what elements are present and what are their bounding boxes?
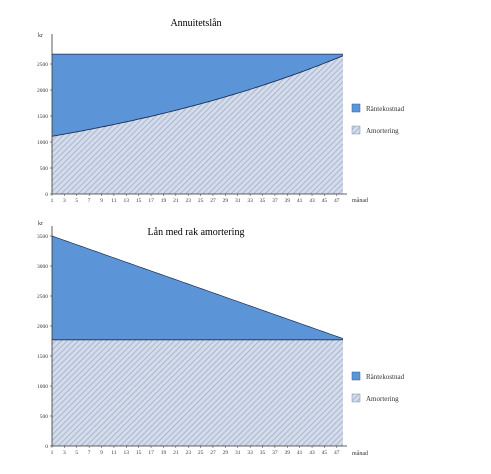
x-tick-label: 41 xyxy=(297,450,303,456)
x-tick-label: 1 xyxy=(51,450,54,456)
legend-swatch-interest xyxy=(351,103,361,113)
x-tick-label: 21 xyxy=(173,450,179,456)
x-tick-label: 1 xyxy=(51,198,54,204)
legend-swatch-amortization xyxy=(351,393,361,403)
legend-label-amortization: Amortering xyxy=(366,127,399,135)
x-tick-label: 29 xyxy=(223,198,229,204)
straight-x-axis-label: månad xyxy=(352,450,368,457)
x-tick-label: 13 xyxy=(124,198,130,204)
legend-label-interest: Räntekostnad xyxy=(366,105,405,113)
x-tick-label: 47 xyxy=(334,198,340,204)
x-tick-label: 43 xyxy=(309,198,315,204)
x-tick-label: 41 xyxy=(297,198,303,204)
y-tick-label: 2000 xyxy=(37,324,48,330)
x-tick-label: 21 xyxy=(173,198,179,204)
legend-swatch-amortization xyxy=(351,125,361,135)
annuity-y-axis-label: kr xyxy=(38,33,43,39)
total-payment-line xyxy=(51,235,344,339)
amortization-line xyxy=(51,55,344,137)
x-tick-label: 39 xyxy=(285,450,291,456)
x-tick-label: 31 xyxy=(235,198,241,204)
x-tick-label: 5 xyxy=(75,198,78,204)
straight-amortization-chart: Lån med rak amortering kr månad 0 500 1000… xyxy=(37,221,405,457)
y-tick-label: 0 xyxy=(45,192,48,198)
straight-y-axis-label: kr xyxy=(38,221,43,227)
x-tick-label: 29 xyxy=(223,450,229,456)
y-tick-label: 500 xyxy=(40,166,49,172)
y-tick-label: 2500 xyxy=(37,294,48,300)
x-tick-label: 5 xyxy=(75,450,78,456)
x-tick-label: 39 xyxy=(285,198,291,204)
y-tick-label: 1500 xyxy=(37,354,48,360)
y-tick-label: 1500 xyxy=(37,114,48,120)
x-tick-label: 15 xyxy=(136,198,142,204)
x-tick-label: 23 xyxy=(185,198,191,204)
legend-swatch-interest xyxy=(351,371,361,381)
x-tick-label: 9 xyxy=(100,198,103,204)
x-tick-label: 27 xyxy=(210,450,216,456)
annuity-chart-title: Annuitetslån xyxy=(170,18,221,29)
x-tick-label: 23 xyxy=(185,450,191,456)
x-tick-label: 17 xyxy=(148,450,154,456)
x-tick-label: 13 xyxy=(124,450,130,456)
x-tick-label: 33 xyxy=(247,198,253,204)
y-tick-label: 3000 xyxy=(37,264,48,270)
interest-area xyxy=(52,54,343,137)
amortization-area xyxy=(52,55,343,195)
x-tick-label: 45 xyxy=(322,198,328,204)
x-tick-label: 43 xyxy=(309,450,315,456)
x-tick-label: 11 xyxy=(111,450,117,456)
x-tick-label: 27 xyxy=(210,198,216,204)
x-tick-label: 33 xyxy=(247,450,253,456)
x-tick-label: 3 xyxy=(63,198,66,204)
x-tick-label: 17 xyxy=(148,198,154,204)
x-tick-label: 35 xyxy=(260,450,266,456)
amortization-area xyxy=(52,339,343,446)
x-tick-label: 11 xyxy=(111,198,117,204)
x-tick-label: 15 xyxy=(136,450,142,456)
x-tick-label: 19 xyxy=(161,450,167,456)
annuity-chart: Annuitetslån kr månad 0 500 1000 1500 2000 25… xyxy=(37,18,405,204)
x-tick-label: 9 xyxy=(100,450,103,456)
x-tick-label: 19 xyxy=(161,198,167,204)
y-tick-label: 2000 xyxy=(37,88,48,94)
straight-chart-title: Lån med rak amortering xyxy=(148,227,245,238)
x-tick-label: 37 xyxy=(272,450,278,456)
annuity-x-axis-label: månad xyxy=(352,197,368,204)
x-tick-label: 37 xyxy=(272,198,278,204)
x-tick-label: 3 xyxy=(63,450,66,456)
x-tick-label: 25 xyxy=(198,198,204,204)
x-tick-label: 47 xyxy=(334,450,340,456)
x-tick-label: 7 xyxy=(88,198,91,204)
y-tick-label: 1000 xyxy=(37,384,48,390)
y-tick-label: 1000 xyxy=(37,140,48,146)
legend-label-interest: Räntekostnad xyxy=(366,373,405,381)
x-tick-label: 31 xyxy=(235,450,241,456)
x-tick-label: 25 xyxy=(198,450,204,456)
x-tick-label: 7 xyxy=(88,450,91,456)
y-tick-label: 3500 xyxy=(37,234,48,240)
legend-label-amortization: Amortering xyxy=(366,395,399,403)
y-tick-label: 500 xyxy=(40,414,49,420)
y-tick-label: 2500 xyxy=(37,62,48,68)
x-tick-label: 45 xyxy=(322,450,328,456)
y-tick-label: 0 xyxy=(45,444,48,450)
x-tick-label: 35 xyxy=(260,198,266,204)
